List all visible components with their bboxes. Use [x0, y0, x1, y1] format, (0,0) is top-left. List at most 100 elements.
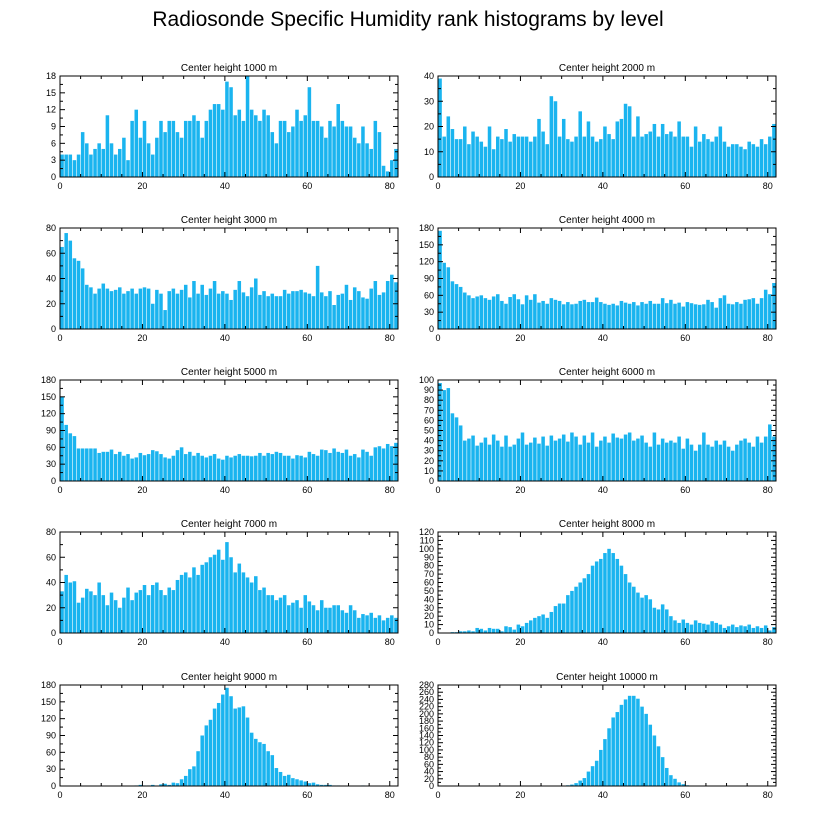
- y-tick-label: 180: [41, 375, 56, 385]
- histogram-bar: [561, 304, 566, 329]
- histogram-bar: [262, 743, 266, 786]
- histogram-bar: [619, 438, 624, 481]
- histogram-bar: [89, 287, 93, 329]
- histogram-bar: [553, 440, 558, 481]
- histogram-bar: [361, 126, 365, 177]
- histogram-bar: [561, 603, 566, 633]
- y-tick-label: 180: [419, 716, 434, 726]
- histogram-bar: [479, 442, 484, 481]
- histogram-bar: [520, 432, 525, 481]
- histogram-bar: [249, 456, 254, 481]
- x-tick-label: 0: [57, 790, 62, 800]
- y-tick-label: 40: [424, 594, 434, 604]
- histogram-bar: [747, 141, 751, 177]
- histogram-bar: [594, 760, 599, 786]
- histogram-bar: [208, 288, 213, 329]
- histogram-bar: [759, 627, 764, 633]
- histogram-bar: [274, 451, 279, 481]
- histogram-bar: [258, 294, 262, 329]
- histogram-bar: [319, 784, 324, 786]
- histogram-bar: [146, 143, 151, 177]
- histogram-bar: [660, 123, 665, 177]
- histogram-bar: [394, 442, 398, 481]
- y-tick-label: 80: [424, 752, 434, 762]
- histogram-bar: [373, 617, 378, 633]
- histogram-bar: [101, 148, 106, 177]
- histogram-bar: [122, 597, 126, 633]
- histogram-bar: [582, 778, 587, 786]
- x-tick-label: 40: [220, 485, 230, 495]
- histogram-bar: [188, 120, 192, 177]
- y-tick-label: 90: [424, 552, 434, 562]
- histogram-bar: [311, 120, 316, 177]
- histogram-bar: [179, 137, 184, 177]
- histogram-bar: [656, 136, 661, 177]
- histogram-bar: [142, 455, 147, 481]
- histogram-bar: [299, 120, 303, 177]
- histogram-bar: [340, 120, 345, 177]
- histogram-bar: [319, 126, 324, 177]
- histogram-bar: [295, 109, 299, 177]
- histogram-bar: [722, 295, 727, 329]
- y-tick-label: 110: [420, 535, 434, 545]
- histogram-bar: [196, 751, 200, 786]
- histogram-bar: [623, 434, 628, 481]
- histogram-bar: [130, 600, 134, 633]
- histogram-bar: [390, 160, 394, 177]
- histogram-bar: [673, 778, 677, 786]
- histogram-bar: [262, 291, 266, 330]
- histogram-bar: [237, 109, 242, 177]
- histogram-bar: [594, 141, 599, 177]
- histogram-bar: [574, 783, 578, 786]
- histogram-bar: [739, 303, 743, 329]
- histogram-bar: [340, 293, 345, 329]
- histogram-bar: [648, 131, 653, 177]
- histogram-bar: [175, 293, 180, 329]
- histogram-bar: [212, 104, 217, 177]
- x-tick-label: 60: [302, 181, 312, 191]
- histogram-bar: [689, 624, 694, 633]
- histogram-bar: [693, 450, 698, 481]
- histogram-bar: [607, 442, 611, 481]
- y-tick-label: 0: [51, 172, 56, 182]
- histogram-bar: [319, 600, 324, 633]
- x-tick-label: 0: [435, 333, 440, 343]
- histogram-bar: [150, 154, 155, 177]
- histogram-bar: [274, 296, 279, 329]
- histogram-bar: [528, 141, 533, 177]
- histogram-bar: [541, 436, 545, 481]
- histogram-bar: [89, 154, 93, 177]
- histogram-bar: [76, 448, 81, 481]
- histogram-bar: [504, 435, 508, 481]
- histogram-bar: [714, 136, 718, 177]
- histogram-bar: [615, 437, 620, 481]
- histogram-bar: [365, 615, 369, 633]
- histogram-bar: [586, 771, 591, 786]
- histogram-bar: [377, 132, 382, 177]
- y-tick-label: 10: [424, 466, 434, 476]
- histogram-bar: [138, 288, 143, 329]
- histogram-bar: [594, 297, 599, 329]
- histogram-bar: [233, 572, 237, 633]
- histogram-bar: [291, 126, 295, 177]
- histogram-bar: [586, 121, 591, 177]
- histogram-bar: [348, 126, 353, 177]
- panel-title: Center height 9000 m: [181, 672, 277, 683]
- histogram-bar: [258, 452, 262, 481]
- y-tick-label: 0: [429, 781, 434, 791]
- histogram-bar: [516, 136, 521, 177]
- histogram-bar: [574, 436, 578, 481]
- histogram-bar: [221, 109, 225, 177]
- histogram-bar: [759, 298, 764, 329]
- histogram-bar: [528, 620, 533, 634]
- histogram-bar: [496, 294, 500, 329]
- histogram-bar: [759, 139, 764, 178]
- y-tick-label: 40: [424, 436, 434, 446]
- histogram-bar: [487, 627, 492, 633]
- histogram-bar: [710, 141, 714, 177]
- histogram-bar: [504, 626, 508, 633]
- y-tick-label: 40: [424, 71, 434, 81]
- histogram-bar: [438, 230, 442, 329]
- histogram-bar: [216, 293, 221, 329]
- histogram-bar: [183, 572, 188, 633]
